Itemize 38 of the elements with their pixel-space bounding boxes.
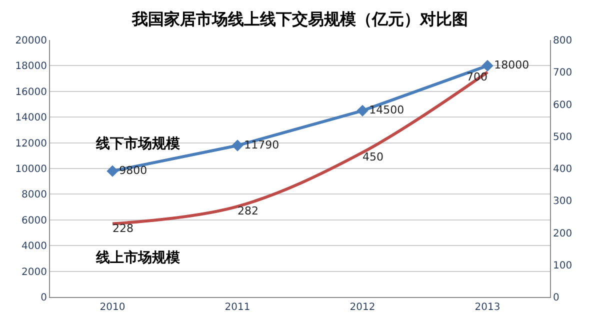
y2-tick-label: 600 (553, 100, 572, 111)
y-tick-label: 0 (40, 292, 47, 304)
y2-tick-label: 200 (553, 228, 572, 240)
data-label: 9800 (119, 164, 148, 177)
data-label: 18000 (494, 58, 530, 72)
y2-tick-label: 500 (553, 132, 572, 143)
y-tick-label: 12000 (15, 138, 47, 150)
y-tick-label: 4000 (22, 241, 47, 252)
text: 线上市场规模 (95, 249, 181, 266)
x-tick-label: 2013 (474, 302, 500, 313)
point (482, 60, 494, 72)
data-label: 282 (238, 204, 258, 218)
point (356, 104, 368, 117)
y-tick-label: 14000 (15, 112, 47, 124)
y2-tick-label: 0 (553, 292, 560, 304)
point (106, 165, 118, 177)
y-tick-label: 2000 (22, 266, 47, 278)
data-label: 14500 (369, 103, 404, 116)
data-label: 450 (362, 150, 384, 164)
chart-title: 我国家居市场线上线下交易规模（亿元）对比图 (131, 9, 468, 28)
y-tick-label: 18000 (15, 61, 47, 72)
data-label: 11790 (244, 138, 280, 152)
series-label: 线下市场规模 (95, 135, 181, 152)
y-tick-label: 16000 (15, 86, 47, 98)
y-tick-label: 10000 (15, 164, 47, 175)
y2-tick-label: 100 (553, 260, 572, 272)
y-tick-label: 20000 (15, 36, 47, 46)
y-tick-label: 8000 (22, 190, 47, 201)
y2-tick-label: 300 (553, 196, 572, 208)
x-tick-label: 2011 (224, 302, 250, 313)
data-label: 228 (112, 222, 134, 236)
y-tick-label: 6000 (22, 215, 47, 226)
point (232, 140, 244, 152)
y2-tick-label: 700 (553, 68, 572, 79)
y2-tick-label: 800 (553, 36, 572, 46)
x-tick-label: 2010 (100, 302, 126, 313)
x-tick-label: 2012 (350, 302, 376, 313)
y2-tick-label: 400 (553, 164, 572, 175)
